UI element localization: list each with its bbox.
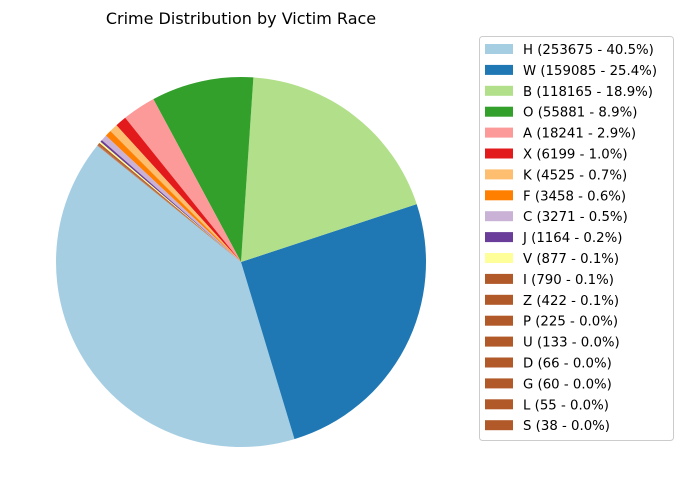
legend-swatch-f <box>485 190 513 201</box>
legend-label-z: Z (422 - 0.1%) <box>523 294 619 309</box>
legend: H (253675 - 40.5%) W (159085 - 25.4%) B (1… <box>479 36 674 441</box>
legend-label-b: B (118165 - 18.9%) <box>523 85 653 100</box>
legend-swatch-x <box>485 148 513 159</box>
pie-slice-i <box>98 143 241 262</box>
pie-slice-d <box>97 145 241 262</box>
legend-frame <box>479 36 674 441</box>
pie-slice-j <box>100 140 241 262</box>
legend-label-a: A (18241 - 2.9%) <box>523 127 636 142</box>
pie-slice-p <box>97 144 241 262</box>
legend-label-i: I (790 - 0.1%) <box>523 273 614 288</box>
legend-label-p: P (225 - 0.0%) <box>523 315 618 330</box>
pie-slice-f <box>105 131 241 262</box>
legend-label-x: X (6199 - 1.0%) <box>523 148 628 163</box>
legend-swatch-w <box>485 64 513 75</box>
legend-label-o: O (55881 - 8.9%) <box>523 106 637 121</box>
legend-label-f: F (3458 - 0.6%) <box>523 189 626 204</box>
legend-label-l: L (55 - 0.0%) <box>523 398 609 413</box>
pie-slice-x <box>116 117 241 262</box>
chart-title: Crime Distribution by Victim Race <box>106 9 376 28</box>
pie-slice-a <box>125 99 241 263</box>
legend-swatch-h <box>485 44 513 54</box>
legend-swatch-d <box>485 357 513 368</box>
legend-label-h: H (253675 - 40.5%) <box>523 43 654 58</box>
pie-slice-k <box>110 125 241 262</box>
legend-swatch-o <box>485 106 513 117</box>
legend-swatch-v <box>485 253 513 263</box>
legend-label-g: G (60 - 0.0%) <box>523 377 612 392</box>
legend-swatch-p <box>485 315 513 326</box>
pie-slice-w <box>241 204 426 440</box>
legend-label-d: D (66 - 0.0%) <box>523 357 612 372</box>
legend-swatch-k <box>485 169 513 180</box>
legend-label-u: U (133 - 0.0%) <box>523 336 620 351</box>
pie-slice-h <box>56 145 295 447</box>
legend-swatch-c <box>485 211 513 222</box>
legend-swatch-i <box>485 273 513 284</box>
pie-slice-c <box>101 135 241 262</box>
legend-label-s: S (38 - 0.0%) <box>523 419 610 434</box>
legend-swatch-g <box>485 378 513 389</box>
legend-swatch-z <box>485 294 513 305</box>
legend-swatch-a <box>485 127 513 138</box>
legend-swatch-j <box>485 232 513 243</box>
legend-swatch-l <box>485 399 513 410</box>
pie-slice-g <box>97 145 241 262</box>
pie-slice-s <box>97 145 241 262</box>
legend-swatch-b <box>485 85 513 96</box>
legend-label-c: C (3271 - 0.5%) <box>523 210 628 225</box>
legend-swatch-s <box>485 420 513 431</box>
pie-slice-z <box>97 144 242 262</box>
pie-slice-l <box>97 145 241 262</box>
pie-slice-o <box>153 77 254 263</box>
legend-label-v: V (877 - 0.1%) <box>523 252 619 267</box>
legend-label-w: W (159085 - 25.4%) <box>523 64 657 79</box>
pie-slice-b <box>241 77 417 262</box>
legend-swatch-u <box>485 336 513 347</box>
pie-slice-v <box>99 141 241 262</box>
legend-label-k: K (4525 - 0.7%) <box>523 168 627 183</box>
pie-slice-u <box>97 145 241 262</box>
legend-label-j: J (1164 - 0.2%) <box>522 231 622 246</box>
pie-slices <box>56 77 426 447</box>
